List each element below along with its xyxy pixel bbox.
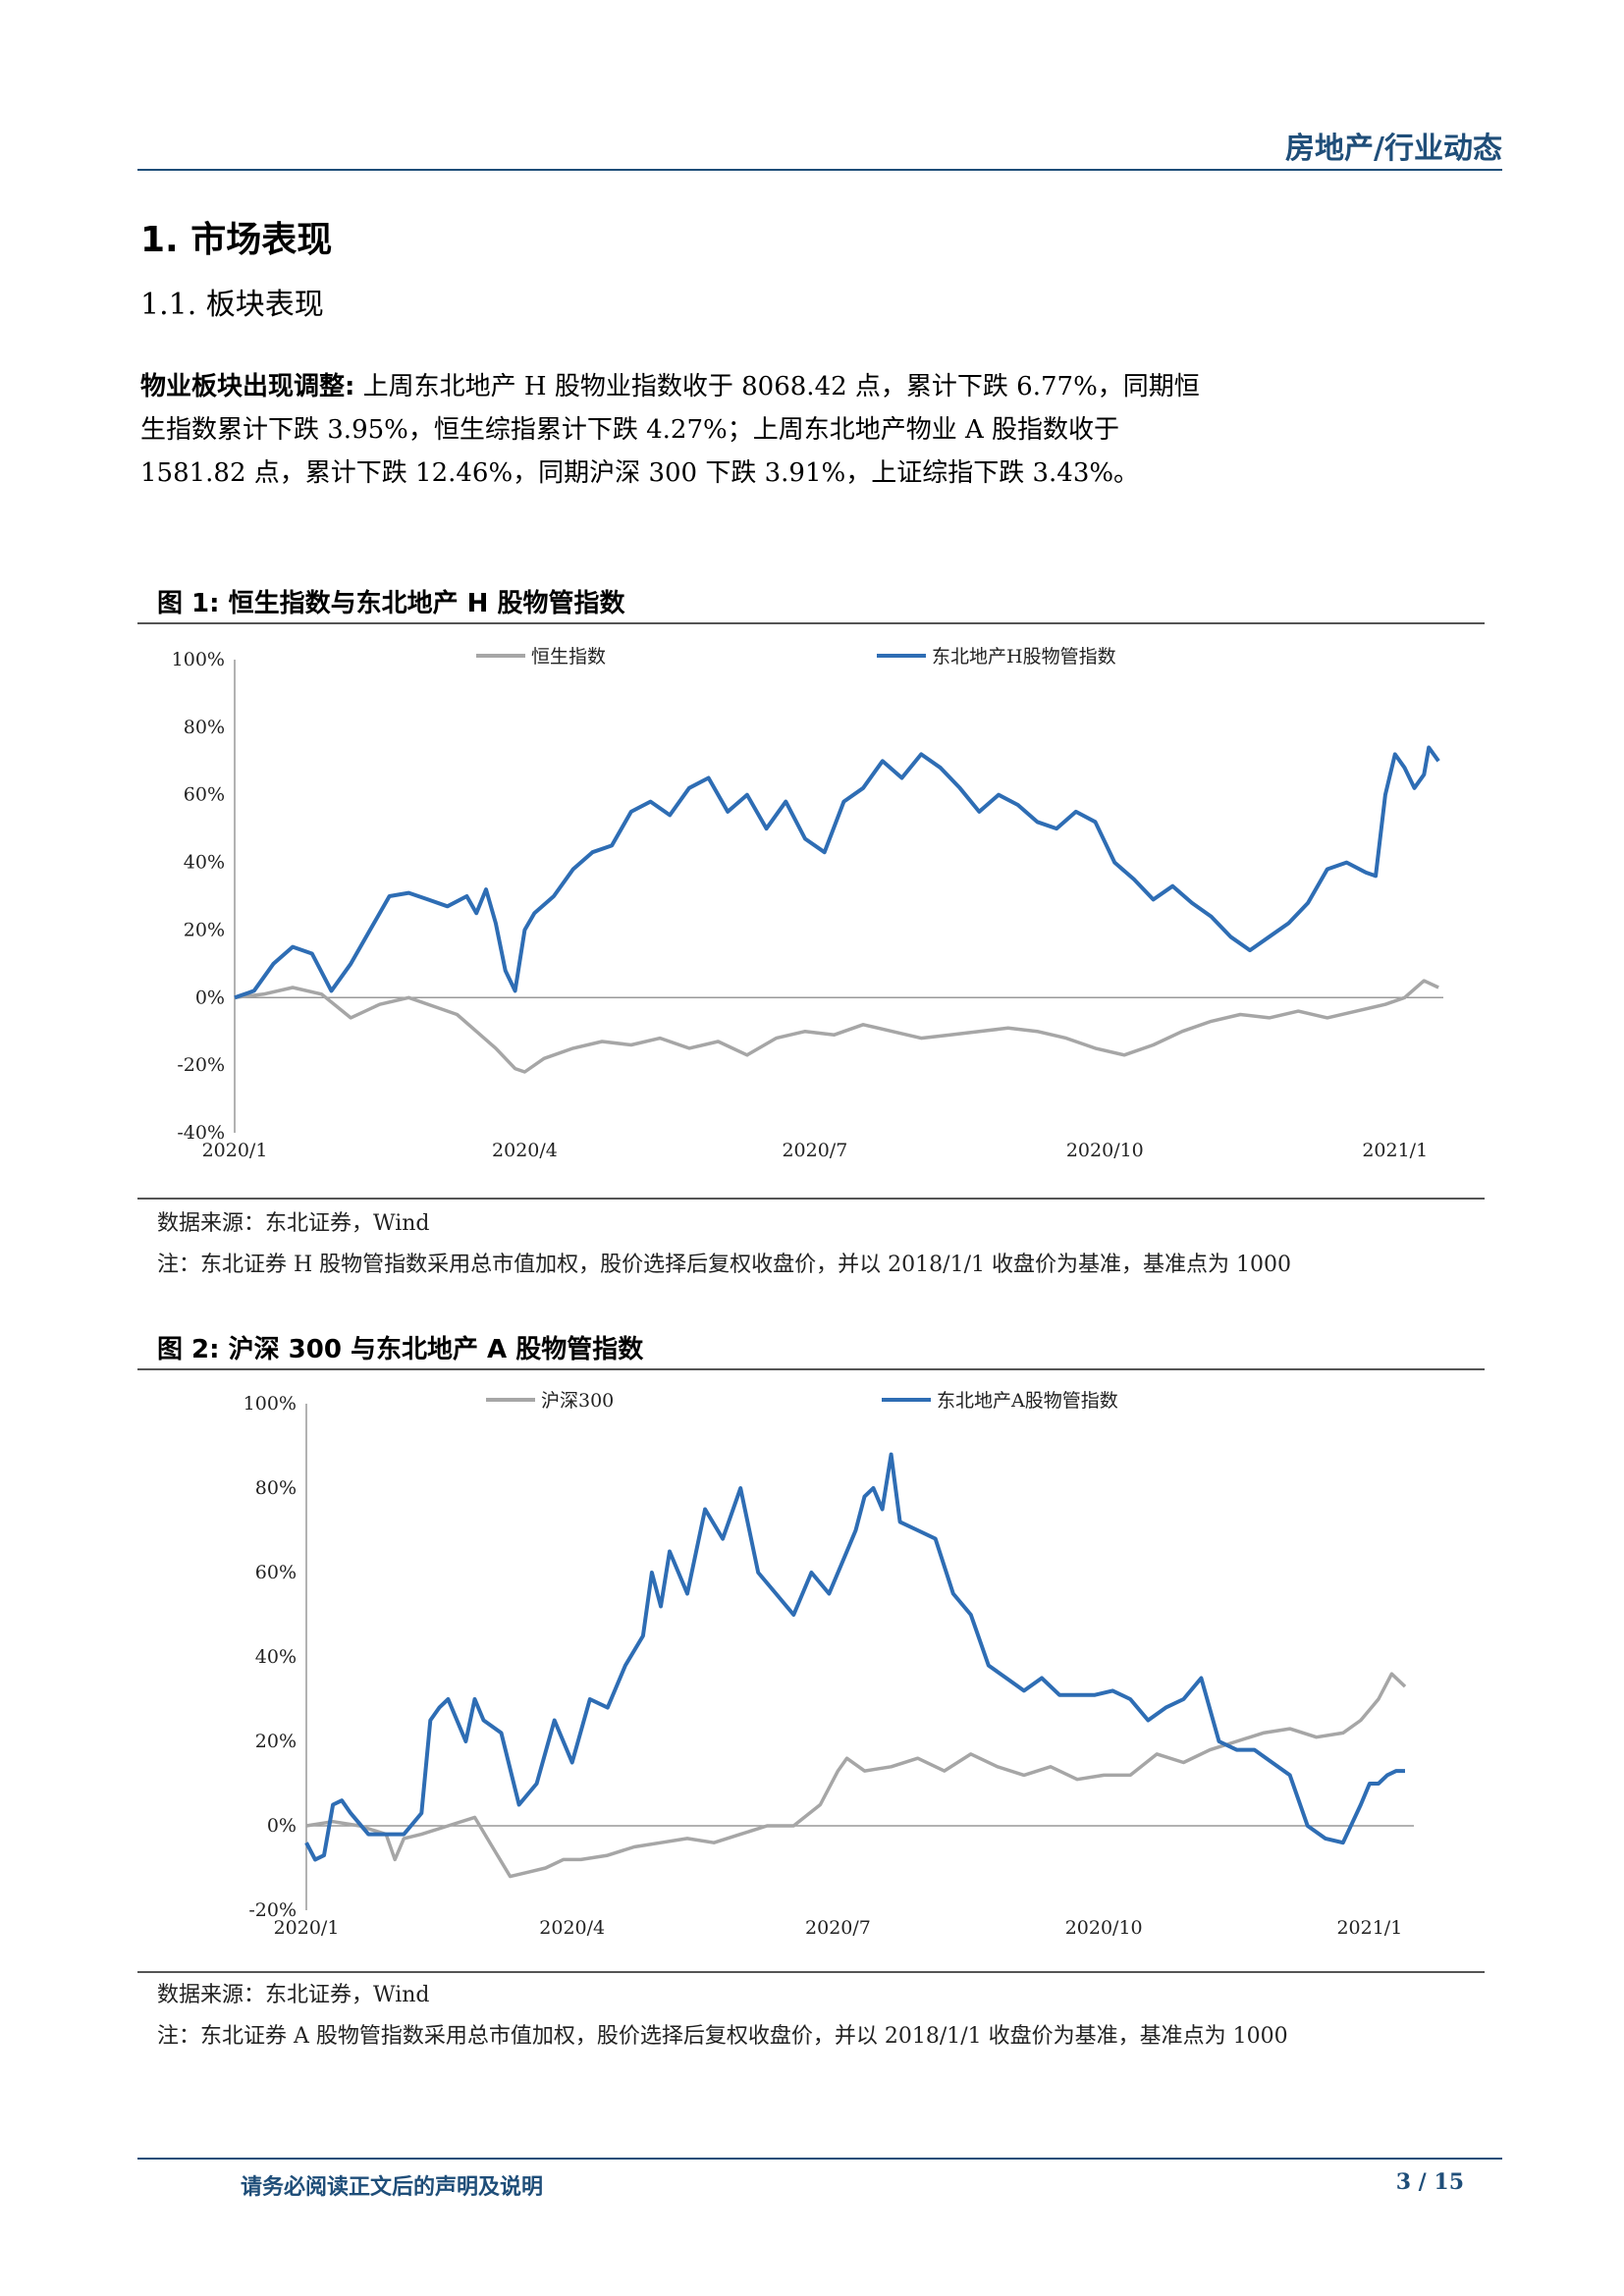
chart1-y-tick-label: 40% — [184, 852, 225, 874]
chart1-legend-label-1: 恒生指数 — [531, 646, 606, 667]
chart1-x-tick-label: 2020/10 — [1066, 1140, 1144, 1161]
figure2-title: 图 2: 沪深 300 与东北地产 A 股物管指数 — [157, 1335, 644, 1364]
chart1-x-tick-label: 2020/7 — [782, 1140, 847, 1161]
chart2-y-tick-label: 100% — [244, 1393, 297, 1415]
chart1-y-tick-label: 80% — [184, 717, 225, 738]
paragraph-lead: 物业板块出现调整: — [140, 372, 355, 401]
chart2-y-tick-label: 20% — [255, 1731, 297, 1752]
figure2-bottom-rule — [137, 1971, 1485, 1973]
chart2-y-tick-label: 60% — [255, 1562, 297, 1583]
chart1-y-tick-label: 100% — [172, 649, 225, 670]
chart1-y-tick-label: -40% — [177, 1122, 225, 1144]
chart1-y-tick-label: 0% — [195, 987, 225, 1008]
paragraph-body: 上周东北地产 H 股物业指数收于 8068.42 点，累计下跌 6.77%，同期… — [140, 372, 1200, 488]
chart2-x-tick-label: 2021/1 — [1336, 1917, 1402, 1939]
figure1-chart: 100% 80% 60% 40% 20% 0% -20% -40%2020/1 2020/4 20… — [172, 646, 1443, 1161]
chart2-legend-label-1: 沪深300 — [541, 1390, 614, 1412]
chart1-series-line-1 — [234, 979, 1439, 1074]
figure2-chart: 100% 80% 60% 40% 20% 0% -20%2020/1 2020/4 2020/7… — [244, 1390, 1414, 1939]
chart1-legend-label-2: 东北地产H股物管指数 — [932, 646, 1116, 667]
footer-rule — [137, 2158, 1502, 2160]
chart1-y-tick-label: 60% — [184, 784, 225, 806]
chart1-x-tick-label: 2021/1 — [1362, 1140, 1428, 1161]
figure2-top-rule — [137, 1368, 1485, 1370]
footer-disclaimer: 请务必阅读正文后的声明及说明 — [241, 2175, 544, 2200]
chart1-series-line-2 — [234, 745, 1440, 1000]
chart1-x-tick-label: 2020/4 — [492, 1140, 558, 1161]
chart2-y-tick-label: 80% — [255, 1477, 297, 1499]
chart1-x-tick-label: 2020/1 — [202, 1140, 268, 1161]
chart2-series-line-1 — [305, 1672, 1407, 1879]
chart2-legend-label-2: 东北地产A股物管指数 — [937, 1390, 1118, 1412]
header-section-title: 房地产/行业动态 — [1285, 132, 1502, 166]
body-paragraph: 物业板块出现调整: 上周东北地产 H 股物业指数收于 8068.42 点，累计下… — [140, 365, 1206, 495]
figure2-source: 数据来源：东北证券，Wind — [157, 1983, 430, 2007]
chart2-y-tick-label: -20% — [248, 1899, 297, 1921]
chart2-x-tick-label: 2020/10 — [1065, 1917, 1143, 1939]
figure1-top-rule — [137, 622, 1485, 624]
chart1-y-tick-label: 20% — [184, 919, 225, 940]
heading-1: 1. 市场表现 — [140, 220, 333, 260]
heading-2: 1.1. 板块表现 — [140, 288, 324, 322]
header-rule — [137, 169, 1502, 171]
chart2-x-tick-label: 2020/4 — [539, 1917, 605, 1939]
chart2-y-tick-label: 0% — [267, 1815, 297, 1837]
chart2-x-tick-label: 2020/1 — [274, 1917, 340, 1939]
figure1-title: 图 1: 恒生指数与东北地产 H 股物管指数 — [157, 589, 625, 618]
figure1-bottom-rule — [137, 1198, 1485, 1200]
chart2-y-tick-label: 40% — [255, 1646, 297, 1668]
chart2-x-tick-label: 2020/7 — [805, 1917, 871, 1939]
figure1-source: 数据来源：东北证券，Wind — [157, 1211, 430, 1236]
figure2-note: 注：东北证券 A 股物管指数采用总市值加权，股价选择后复权收盘价，并以 2018… — [157, 2024, 1288, 2049]
figure1-note: 注：东北证券 H 股物管指数采用总市值加权，股价选择后复权收盘价，并以 2018… — [157, 1253, 1291, 1277]
chart2-series-line-2 — [304, 1452, 1405, 1862]
footer-page-number: 3 / 15 — [1395, 2169, 1464, 2195]
chart1-y-tick-label: -20% — [177, 1054, 225, 1076]
